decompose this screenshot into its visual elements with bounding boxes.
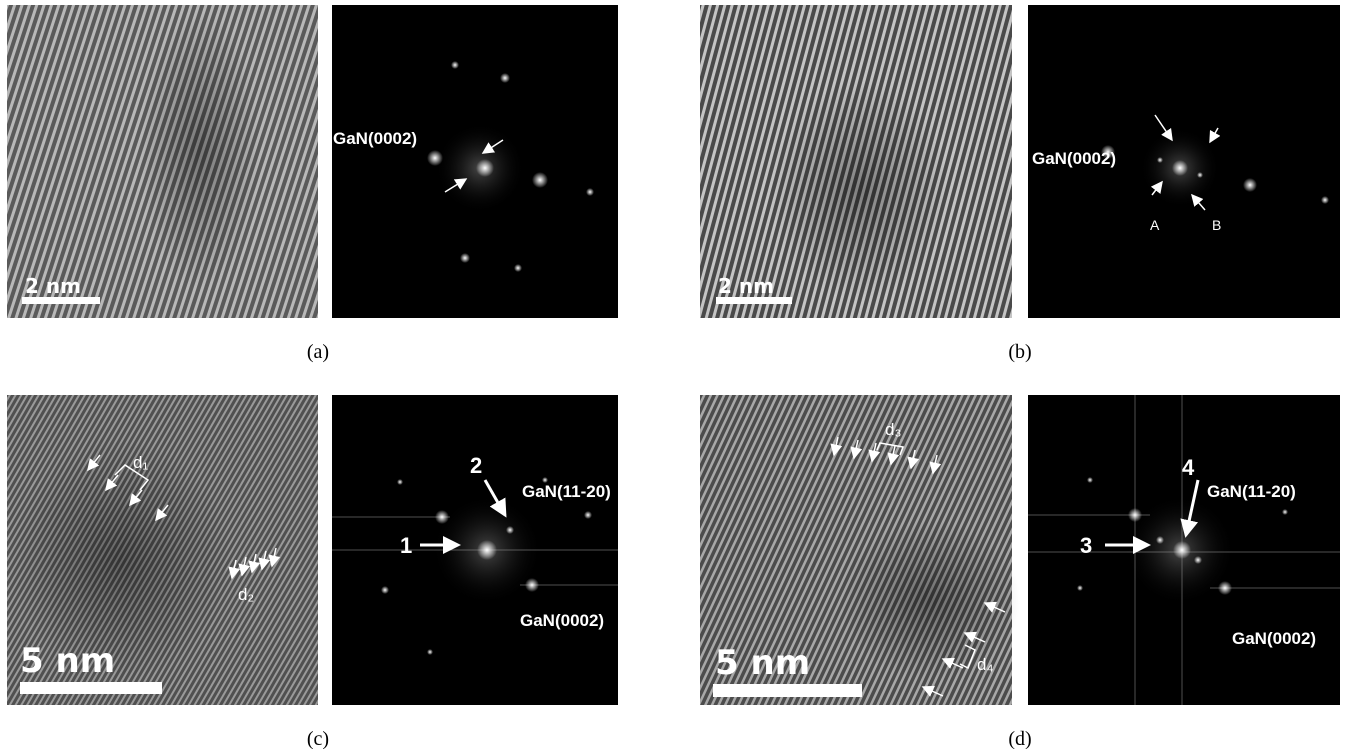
annotation: GaN(11-20) bbox=[522, 482, 611, 501]
scale-bar bbox=[20, 682, 162, 694]
panel-label: (d) bbox=[1008, 728, 1031, 749]
annotation: 2 bbox=[470, 453, 482, 478]
figure: 2 nm GaN(0002) (a) 2 nm GaN(0002) A B (b… bbox=[0, 0, 1345, 749]
annotation: d₁ bbox=[133, 453, 148, 472]
annotation: 1 bbox=[400, 533, 412, 558]
annotation: GaN(11-20) bbox=[1207, 482, 1296, 501]
scale-bar bbox=[713, 684, 862, 697]
scale-label: 2 nm bbox=[25, 274, 81, 298]
annotation: 3 bbox=[1080, 533, 1092, 558]
panel-label: (a) bbox=[307, 341, 329, 363]
annotation: 4 bbox=[1182, 455, 1195, 480]
shade bbox=[770, 80, 950, 300]
annotation: d₄ bbox=[977, 655, 993, 674]
scale-bar bbox=[716, 297, 792, 304]
annotation: d₃ bbox=[885, 420, 901, 439]
panel-label: (c) bbox=[307, 728, 329, 749]
shade bbox=[140, 10, 260, 290]
scale-label: 5 nm bbox=[715, 643, 810, 683]
annotation: GaN(0002) bbox=[1032, 149, 1116, 168]
annotation: GaN(0002) bbox=[1232, 629, 1316, 648]
annotation: A bbox=[1150, 217, 1160, 233]
panel-label: (b) bbox=[1008, 341, 1031, 363]
annotation: GaN(0002) bbox=[520, 611, 604, 630]
scale-bar bbox=[22, 297, 100, 304]
scale-label: 2 nm bbox=[718, 274, 774, 298]
annotation: d₂ bbox=[238, 585, 254, 604]
annotation: B bbox=[1212, 217, 1221, 233]
annotation: GaN(0002) bbox=[333, 129, 417, 148]
scale-label: 5 nm bbox=[20, 641, 115, 681]
